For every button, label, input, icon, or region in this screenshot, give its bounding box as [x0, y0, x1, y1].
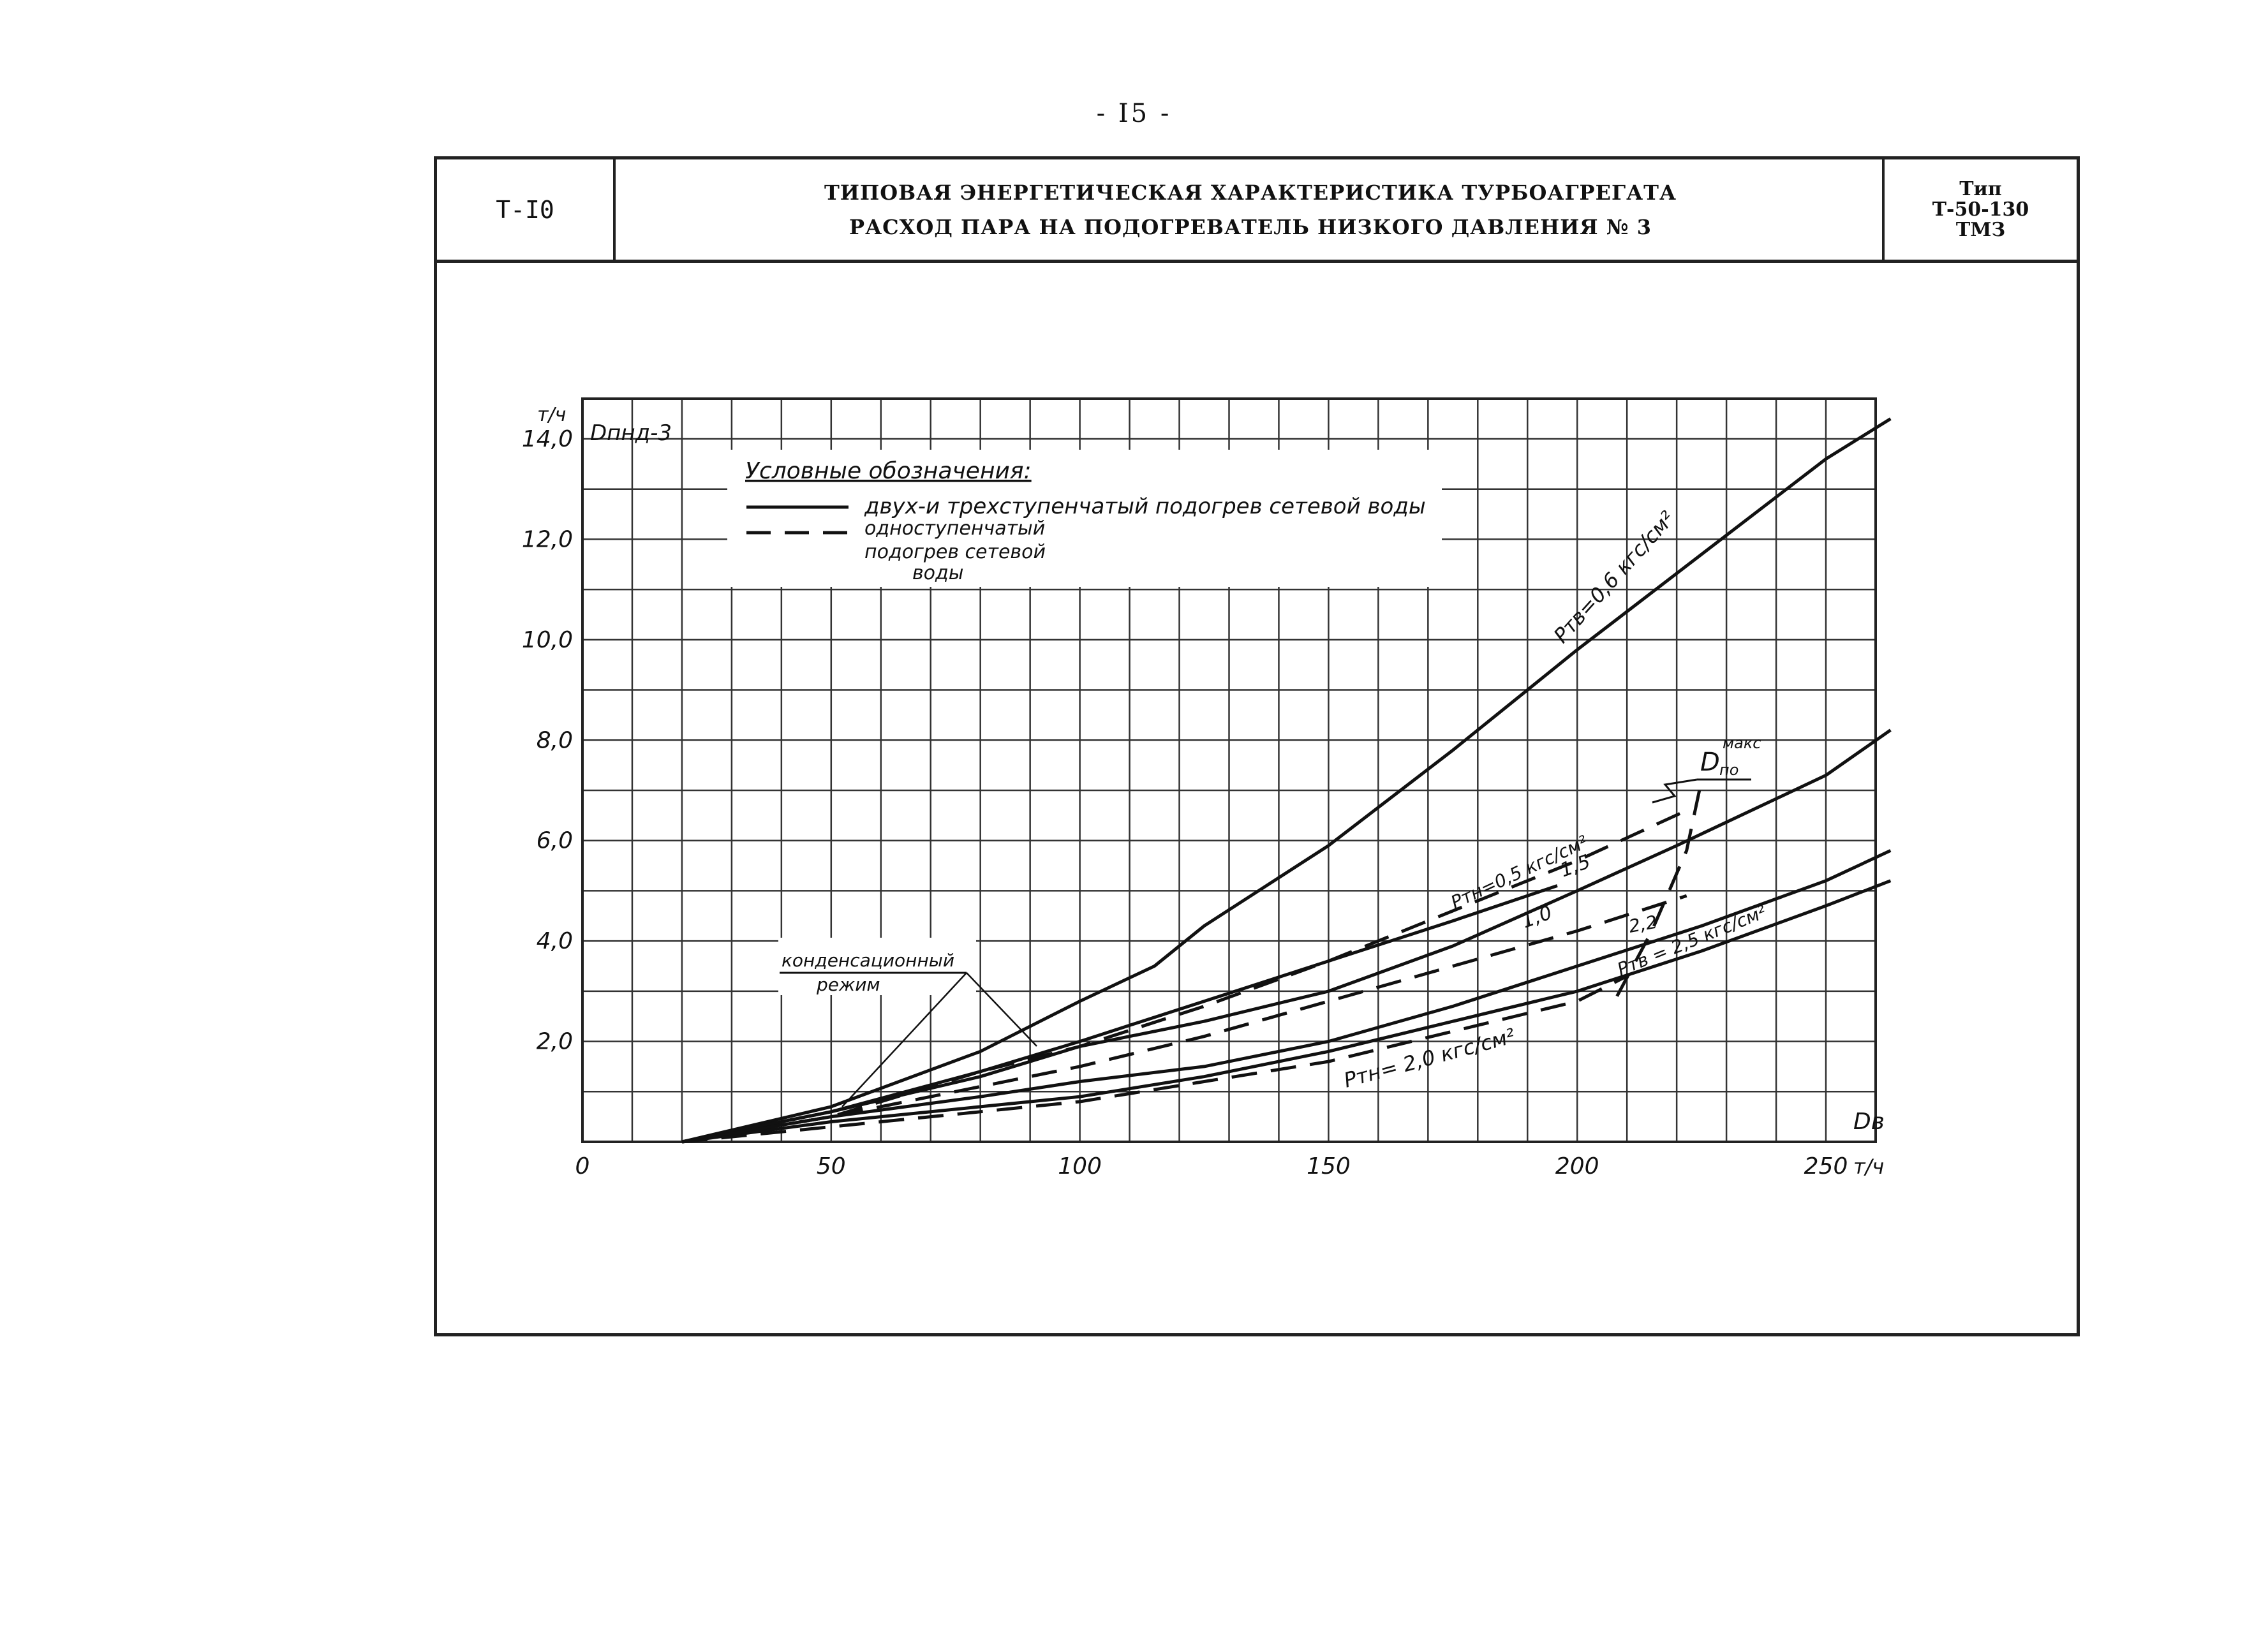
page-number: - I5 -: [1096, 99, 1172, 128]
legend-solid-label: двух-и трехступенчатый подогрев сетевой …: [864, 494, 1426, 519]
x-axis-label: Dв: [1853, 1109, 1885, 1135]
type-maker: ТМЗ: [1955, 218, 2006, 241]
series-line-3: [681, 884, 1558, 1144]
series-line-8: [681, 974, 1628, 1144]
y-tick-label: 8,0: [537, 727, 573, 753]
sheet-title: ТИПОВАЯ ЭНЕРГЕТИЧЕСКАЯ ХАРАКТЕРИСТИКА ТУ…: [616, 159, 1885, 260]
condensing-label-1: конденсационный: [782, 950, 954, 971]
series-line-7: [681, 894, 1687, 1144]
condensing-leader-a: [841, 972, 967, 1107]
type-label: Тип: [1959, 177, 2002, 200]
label-ptn-20: Pтн= 2,0 кгс/см²: [1341, 1024, 1518, 1093]
series-line-4: [681, 849, 1892, 1144]
title-block: Т-I0 ТИПОВАЯ ЭНЕРГЕТИЧЕСКАЯ ХАРАКТЕРИСТИ…: [437, 159, 2077, 263]
plot-frame: [581, 397, 1877, 1143]
legend-background: [727, 450, 1442, 587]
turbine-type: Тип Т-50-130 ТМЗ: [1882, 159, 2077, 260]
legend-title: Условные обозначения:: [745, 458, 1032, 484]
x-unit-label: т/ч: [1853, 1155, 1884, 1179]
dpo-max-subscript: по: [1719, 761, 1738, 779]
condensing-leader-b: [966, 972, 1037, 1047]
y-tick-label: 6,0: [537, 828, 573, 854]
series-layer: [681, 417, 1892, 1144]
x-tick-label: 50: [817, 1153, 846, 1179]
label-ptv-06: Pтв=0,6 кгс/см²: [1549, 506, 1680, 648]
sheet-code: Т-I0: [437, 159, 616, 260]
dpo-max-label: D по макс: [1652, 734, 1761, 804]
x-tick-label: 200: [1555, 1153, 1599, 1179]
y-unit-label: т/ч: [537, 404, 566, 426]
condensing-label-2: режим: [816, 974, 880, 995]
legend-dashed-label-1: одноступенчатый: [864, 517, 1045, 540]
series-line-5: [681, 879, 1892, 1144]
tick-labels: 0 50 100 150 200 250 2,0 4,0 6,0 8,0 10,0 12,0 14,0: [522, 426, 1848, 1179]
legend-dashed-label-3: воды: [912, 562, 963, 584]
curve-labels: Pтв=0,6 кгс/см² D по макс Pтн=0,5 кгс/см…: [1341, 506, 1769, 1093]
label-22: 2,2: [1627, 912, 1659, 937]
x-tick-label: 100: [1058, 1153, 1102, 1179]
y-axis-label: Dпнд-3: [590, 420, 672, 446]
label-10: 1,0: [1519, 901, 1555, 933]
type-model: Т-50-130: [1932, 198, 2029, 221]
dpo-max-leader: [1652, 778, 1698, 804]
legend: Условные обозначения: двух-и трехступенч…: [727, 450, 1442, 587]
x-tick-label: 0: [575, 1153, 590, 1179]
series-line-1: [681, 417, 1892, 1144]
drawing-sheet: Т-I0 ТИПОВАЯ ЭНЕРГЕТИЧЕСКАЯ ХАРАКТЕРИСТИ…: [434, 156, 2080, 1336]
dpo-max-symbol: D: [1700, 748, 1720, 777]
y-tick-label: 14,0: [522, 426, 573, 452]
callout-background: [778, 938, 976, 995]
y-tick-label: 10,0: [522, 627, 573, 653]
series-line-2: [681, 728, 1892, 1144]
series-line-6: [681, 809, 1687, 1144]
title-line-2: РАСХОД ПАРА НА ПОДОГРЕВАТЕЛЬ НИЗКОГО ДАВ…: [849, 214, 1652, 239]
x-tick-label: 250: [1804, 1153, 1848, 1179]
title-line-1: ТИПОВАЯ ЭНЕРГЕТИЧЕСКАЯ ХАРАКТЕРИСТИКА ТУ…: [824, 180, 1677, 205]
y-tick-label: 4,0: [537, 928, 573, 954]
condensing-mode-callout: конденсационный режим: [778, 938, 1037, 1107]
legend-dashed-label-2: подогрев сетевой: [864, 541, 1046, 563]
y-tick-label: 12,0: [522, 526, 573, 552]
dpo-max-superscript: макс: [1723, 734, 1761, 752]
x-tick-label: 150: [1307, 1153, 1351, 1179]
y-tick-label: 2,0: [537, 1029, 573, 1055]
